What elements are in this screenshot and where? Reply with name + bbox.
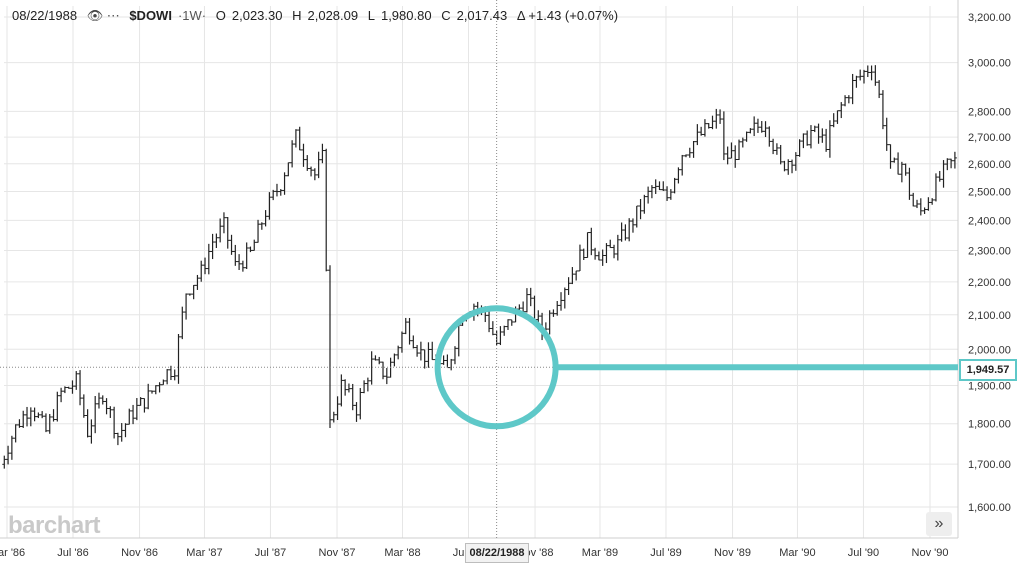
x-tick-label: Jul '90 — [848, 547, 879, 559]
x-tick-label: Mar '88 — [384, 547, 420, 559]
close-value: 2,017.43 — [456, 8, 508, 23]
x-tick-label: Mar '86 — [0, 547, 25, 559]
x-tick-label: Mar '90 — [779, 547, 815, 559]
double-chevron-right-icon[interactable]: » — [926, 512, 952, 536]
chart-header: 08/22/1988 👁 ⋯ $DOWI ·1W· O 2,023.30 H 2,028… — [12, 8, 624, 24]
y-tick-label: 1,600.00 — [968, 502, 1011, 514]
eye-icon[interactable]: 👁 — [86, 8, 104, 23]
close-label: C — [441, 8, 451, 23]
y-tick-label: 3,000.00 — [968, 58, 1011, 70]
low-value: 1,980.80 — [380, 8, 432, 23]
header-date: 08/22/1988 — [12, 8, 78, 23]
more-dots-icon[interactable]: ⋯ — [106, 8, 120, 23]
crosshair-overlay — [0, 0, 958, 538]
crosshair-date-label: 08/22/1988 — [465, 543, 529, 563]
ohlc-bars — [2, 65, 957, 469]
y-tick-label: 2,300.00 — [968, 245, 1011, 257]
high-label: H — [292, 8, 302, 23]
x-tick-label: Jul '89 — [650, 547, 681, 559]
y-tick-label: 2,000.00 — [968, 344, 1011, 356]
y-tick-label: 1,800.00 — [968, 419, 1011, 431]
x-tick-label: Nov '87 — [319, 547, 356, 559]
y-tick-label: 1,700.00 — [968, 459, 1011, 471]
change-value: Δ +1.43 (+0.07%) — [516, 8, 619, 23]
x-tick-label: Jul '87 — [255, 547, 286, 559]
x-tick-label: Mar '89 — [582, 547, 618, 559]
y-tick-label: 2,700.00 — [968, 132, 1011, 144]
crosshair-price-label: 1,949.57 — [959, 359, 1017, 381]
y-tick-label: 2,500.00 — [968, 187, 1011, 199]
x-tick-label: Nov '90 — [912, 547, 949, 559]
interval-label[interactable]: ·1W· — [177, 8, 207, 23]
y-tick-label: 1,900.00 — [968, 381, 1011, 393]
open-value: 2,023.30 — [231, 8, 283, 23]
time-axis: Mar '86 Jul '86 Nov '86 Mar '87 Jul '87 Nov '… — [0, 547, 948, 559]
high-value: 2,028.09 — [307, 8, 359, 23]
y-tick-label: 2,600.00 — [968, 159, 1011, 171]
x-tick-label: Mar '87 — [186, 547, 222, 559]
symbol-label[interactable]: $DOWI — [129, 8, 172, 23]
x-tick-label: Nov '89 — [714, 547, 751, 559]
y-tick-label: 2,800.00 — [968, 106, 1011, 118]
y-tick-label: 2,200.00 — [968, 277, 1011, 289]
low-label: L — [367, 8, 375, 23]
y-tick-label: 2,400.00 — [968, 215, 1011, 227]
x-tick-label: Nov '86 — [121, 547, 158, 559]
y-tick-label: 3,200.00 — [968, 12, 1011, 24]
open-label: O — [215, 8, 226, 23]
price-axis: 1,600.00 1,700.00 1,800.00 1,900.00 2,000.00… — [968, 12, 1011, 514]
barchart-logo: barchart — [8, 512, 101, 539]
chart-grid — [0, 0, 959, 539]
y-tick-label: 2,100.00 — [968, 310, 1011, 322]
x-tick-label: Jul '86 — [57, 547, 88, 559]
